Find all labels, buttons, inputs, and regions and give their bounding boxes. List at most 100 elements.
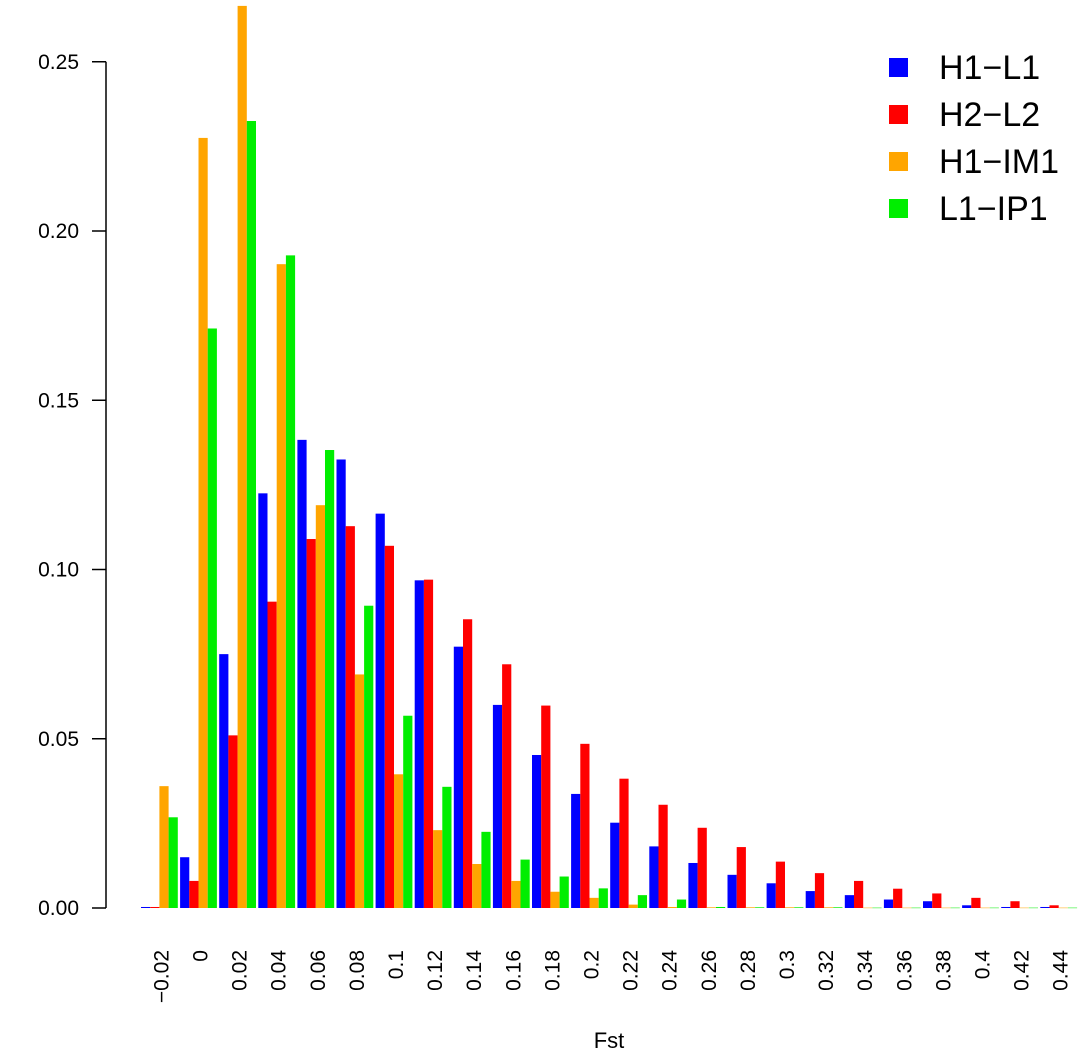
bar	[237, 5, 247, 908]
bar	[285, 255, 296, 908]
y-tick-label: 0.05	[38, 728, 79, 751]
legend-swatch	[889, 199, 908, 218]
x-tick-label: 0.12	[424, 950, 447, 991]
x-tick-label: 0.2	[581, 950, 604, 979]
bar	[637, 895, 647, 908]
legend-swatch	[889, 152, 908, 171]
x-tick-label: 0.02	[229, 950, 252, 991]
x-tick-label: 0.3	[776, 950, 799, 979]
bar	[833, 907, 843, 908]
legend-label: H2−L2	[939, 96, 1040, 134]
bar	[423, 579, 434, 908]
bar	[1067, 907, 1078, 909]
x-tick-label: −0.02	[150, 950, 173, 1003]
bar	[571, 793, 581, 908]
bar	[180, 857, 190, 908]
bar	[745, 907, 756, 908]
x-tick-label: 0.22	[620, 950, 643, 991]
bar	[541, 705, 551, 908]
bar	[589, 897, 599, 908]
bar	[198, 137, 208, 909]
bar	[228, 735, 238, 908]
bar	[520, 859, 530, 908]
x-tick-label: 0.32	[815, 950, 838, 991]
bar	[727, 874, 737, 908]
bar	[628, 904, 638, 908]
y-tick-label: 0.25	[38, 51, 79, 74]
x-tick-label: 0.08	[346, 950, 369, 991]
bar	[463, 619, 473, 908]
bar	[375, 513, 385, 908]
bar	[658, 804, 668, 908]
bar	[794, 907, 804, 908]
x-tick-label: 0.36	[893, 950, 916, 991]
bar	[863, 907, 873, 909]
bar	[219, 654, 229, 908]
bar	[403, 715, 413, 908]
legend-swatch	[889, 58, 908, 77]
bar	[805, 891, 815, 908]
x-tick-label: 0.38	[932, 950, 955, 991]
bar	[610, 822, 620, 908]
bar	[1049, 905, 1059, 908]
bar	[1028, 907, 1038, 909]
bar	[189, 880, 199, 908]
bar	[532, 754, 542, 908]
bar	[150, 906, 160, 908]
x-tick-label: 0.14	[463, 950, 486, 991]
bar	[923, 901, 933, 908]
x-tick-label: 0.34	[854, 950, 877, 991]
bar	[207, 328, 217, 908]
bar	[736, 847, 746, 908]
bar	[394, 774, 404, 908]
y-axis: 0.00 0.05 0.10 0.15 0.20 0.25	[38, 51, 107, 920]
legend: H1−L1 H2−L2 H1−IM1 L1−IP1	[889, 49, 1059, 228]
bar	[384, 545, 394, 908]
y-tick-label: 0.20	[38, 220, 79, 243]
x-tick-label: 0.24	[659, 950, 682, 991]
x-tick-label: 0.06	[307, 950, 330, 991]
y-tick-label: 0.00	[38, 897, 79, 920]
bar	[844, 895, 854, 908]
x-axis-title: Fst	[594, 1028, 625, 1053]
bar	[697, 827, 707, 908]
bar	[364, 605, 374, 908]
bars	[141, 5, 1078, 909]
bar	[442, 786, 452, 908]
bar	[989, 907, 999, 909]
x-tick-label: 0.28	[737, 950, 760, 991]
bar	[980, 907, 990, 909]
bar	[325, 450, 335, 908]
x-tick-label: 0	[190, 950, 213, 962]
bar	[258, 493, 268, 908]
bar	[1019, 907, 1029, 909]
bar	[932, 893, 942, 908]
x-tick-labels: −0.02 0 0.02 0.04 0.06 0.08 0.1 0.12 0.14 0.16 0.1…	[150, 950, 1072, 1003]
bar	[141, 906, 151, 908]
legend-swatch	[889, 105, 908, 124]
bar	[667, 906, 677, 908]
bar	[315, 505, 325, 908]
x-tick-label: 0.42	[1011, 950, 1034, 991]
bar	[902, 907, 912, 909]
bar	[276, 264, 286, 909]
bar	[1010, 901, 1020, 908]
bar	[306, 539, 316, 908]
y-tick-label: 0.10	[38, 559, 79, 582]
bar	[472, 863, 482, 908]
bar	[824, 907, 834, 908]
legend-label: H1−IM1	[939, 143, 1059, 181]
bar	[893, 888, 903, 908]
bar	[159, 786, 169, 908]
bar	[911, 907, 921, 909]
bar	[267, 601, 277, 908]
bar	[559, 876, 569, 908]
bar	[883, 899, 894, 908]
x-tick-label: 0.18	[541, 950, 564, 991]
bar	[872, 907, 882, 909]
x-tick-label: 0.26	[698, 950, 721, 991]
y-tick-label: 0.15	[38, 389, 79, 412]
bar	[1001, 906, 1011, 908]
bar	[1040, 906, 1050, 908]
